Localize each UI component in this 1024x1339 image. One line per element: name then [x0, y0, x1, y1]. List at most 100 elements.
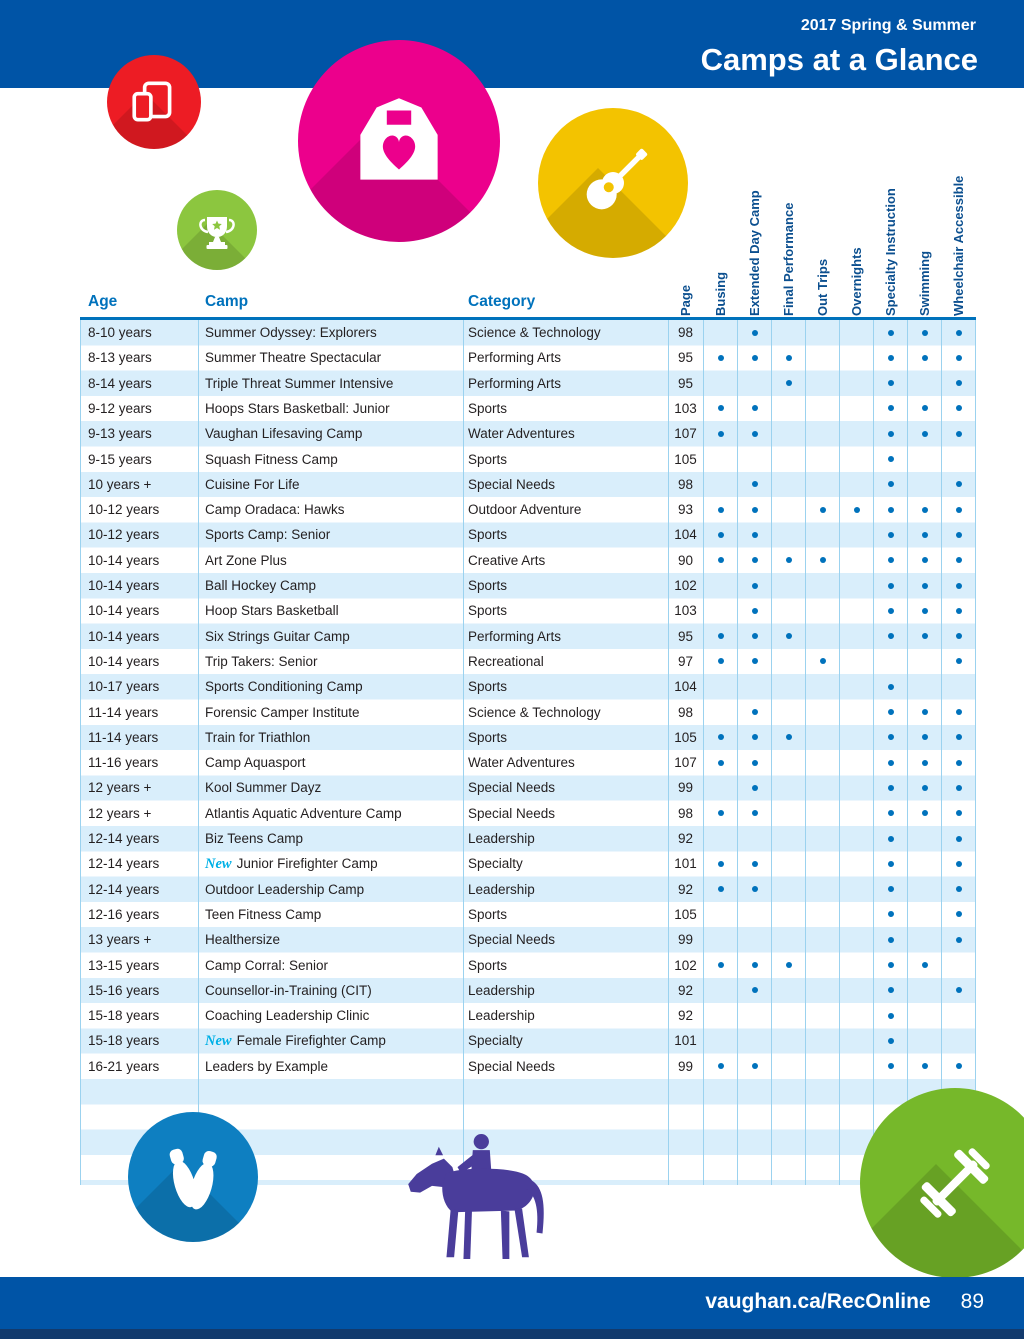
feature-dot — [887, 709, 894, 716]
rotated-header: Swimming — [916, 250, 932, 316]
category-cell: Sports — [468, 400, 508, 416]
feature-dot — [751, 1063, 758, 1070]
page-cell: 92 — [677, 881, 694, 897]
camp-cell: Art Zone Plus — [205, 552, 287, 568]
feature-dot — [717, 658, 724, 665]
camp-cell: Hoop Stars Basketball — [205, 603, 339, 619]
table-row: 11-14 years Forensic Camper Institute Scie… — [80, 700, 976, 725]
feature-dot — [785, 557, 792, 564]
page-cell: 99 — [677, 780, 694, 796]
age-cell: 13-15 years — [88, 957, 160, 973]
feature-dot — [887, 936, 894, 943]
page-cell: 105 — [674, 451, 697, 467]
page-cell: 105 — [674, 906, 697, 922]
page-cell: 99 — [677, 1058, 694, 1074]
feature-dot — [887, 962, 894, 969]
camp-cell: Biz Teens Camp — [205, 831, 304, 846]
table-row: 10-17 years Sports Conditioning Camp Sport… — [80, 674, 976, 699]
camp-cell: Hoops Stars Basketball: Junior — [205, 400, 390, 416]
category-cell: Water Adventures — [468, 755, 575, 771]
camp-cell: Sports Camp: Senior — [205, 527, 331, 543]
feature-dot — [955, 987, 962, 994]
rotated-header: Extended Day Camp — [746, 190, 762, 316]
feature-dot — [955, 810, 962, 817]
table-row: 10-14 years Ball Hockey Camp Sports 102 — [80, 573, 976, 598]
feature-dot — [751, 886, 758, 893]
feature-dot — [751, 607, 758, 614]
category-cell: Special Needs — [468, 932, 556, 948]
feature-dot — [887, 380, 894, 387]
camp-cell: Trip Takers: Senior — [205, 653, 318, 669]
feature-dot — [751, 405, 758, 412]
camp-cell: Healthersize — [205, 932, 281, 948]
camp-cell: Teen Fitness Camp — [205, 906, 322, 922]
table-row: 12 years + Atlantis Aquatic Adventure Cam… — [80, 801, 976, 826]
table-top-border — [80, 317, 976, 320]
feature-dot — [955, 1063, 962, 1070]
age-cell: 12-14 years — [88, 856, 160, 872]
feature-dot — [717, 860, 724, 867]
table-row: 8-13 years Summer Theatre Spectacular Perf… — [80, 345, 976, 370]
feature-dot — [955, 354, 962, 361]
feature-dot — [785, 962, 792, 969]
page-number: 89 — [960, 1290, 984, 1313]
table-row: 10-14 years Art Zone Plus Creative Arts 90 — [80, 548, 976, 573]
feature-dot — [751, 658, 758, 665]
feature-dot — [887, 633, 894, 640]
age-cell: 16-21 years — [88, 1058, 160, 1074]
site-url-bold: RecOnline — [826, 1290, 931, 1313]
table-row: 9-12 years Hoops Stars Basketball: Junior… — [80, 396, 976, 421]
category-cell: Outdoor Adventure — [468, 502, 582, 518]
feature-dot — [717, 734, 724, 741]
rotated-header: Busing — [712, 271, 728, 316]
feature-dot — [887, 506, 894, 513]
site-url: vaughan.ca/RecOnline — [705, 1290, 930, 1314]
feature-dot — [717, 531, 724, 538]
table-row: 12-14 years Biz Teens Camp Leadership 92 — [80, 826, 976, 851]
category-cell: Specialty — [468, 856, 523, 872]
feature-dot — [921, 810, 928, 817]
flippers-glyph — [169, 1148, 217, 1210]
category-cell: Specialty — [468, 1033, 523, 1049]
category-cell: Recreational — [468, 653, 544, 669]
category-cell: Creative Arts — [468, 552, 546, 568]
feature-dot — [751, 633, 758, 640]
barn-heart-icon — [298, 40, 500, 242]
age-cell: 11-14 years — [88, 729, 159, 745]
feature-dot — [751, 962, 758, 969]
feature-dot — [955, 430, 962, 437]
feature-dot — [717, 1063, 724, 1070]
camp-cell: Train for Triathlon — [205, 729, 311, 745]
footer-dark-strip — [0, 1329, 1024, 1339]
age-cell: 12-14 years — [88, 881, 160, 897]
feature-dot — [921, 784, 928, 791]
feature-dot — [921, 354, 928, 361]
category-cell: Sports — [468, 578, 508, 593]
feature-dot — [921, 430, 928, 437]
category-cell: Leadership — [468, 982, 535, 998]
feature-dot — [921, 582, 928, 589]
age-cell: 9-13 years — [88, 426, 152, 442]
feature-dot — [887, 784, 894, 791]
feature-dot — [955, 481, 962, 488]
page-cell: 105 — [674, 729, 697, 745]
feature-dot — [955, 329, 962, 336]
feature-dot — [785, 734, 792, 741]
feature-dot — [751, 784, 758, 791]
age-cell: 12 years + — [88, 805, 152, 821]
category-cell: Special Needs — [468, 780, 556, 796]
feature-dot — [955, 506, 962, 513]
category-cell: Leadership — [468, 881, 535, 897]
age-cell: 9-15 years — [88, 451, 152, 467]
page-cell: 102 — [674, 957, 697, 973]
camp-cell: Sports Conditioning Camp — [205, 679, 363, 695]
feature-dot — [751, 987, 758, 994]
barn-glyph — [360, 98, 438, 180]
feature-dot — [751, 734, 758, 741]
feature-dot — [751, 582, 758, 589]
table-row: 10-12 years Camp Oradaca: Hawks Outdoor Ad… — [80, 497, 976, 522]
feature-dot — [955, 759, 962, 766]
column-divider — [771, 320, 772, 1185]
feature-dot — [887, 607, 894, 614]
feature-dot — [717, 886, 724, 893]
